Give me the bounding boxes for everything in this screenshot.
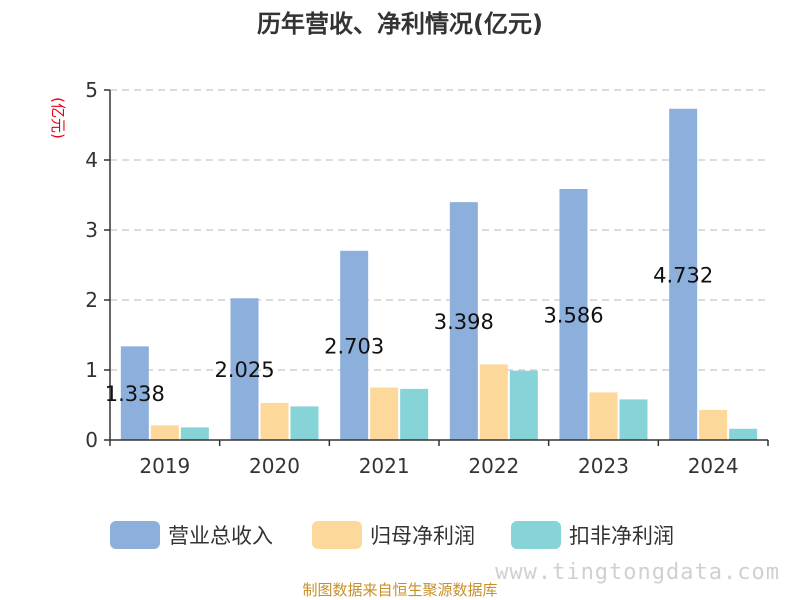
bar-3-2021 (400, 388, 429, 440)
bar-1-2024 (669, 108, 698, 440)
data-label: 4.732 (653, 263, 713, 287)
x-tick-label: 2020 (249, 454, 300, 478)
y-tick-label: 4 (85, 148, 98, 172)
x-axis-ticks: 2019 2020 2021 2022 2023 2024 (139, 454, 738, 478)
bars (120, 108, 758, 440)
bar-1-2020 (230, 298, 259, 440)
x-tick-label: 2022 (468, 454, 519, 478)
y-tick-label: 1 (85, 358, 98, 382)
data-label: 3.398 (434, 310, 494, 334)
bar-2-2023 (589, 392, 618, 440)
y-tick-label: 5 (85, 78, 98, 102)
legend-swatch-2 (312, 521, 362, 549)
bar-2-2019 (150, 425, 179, 440)
y-tick-label: 2 (85, 288, 98, 312)
legend-swatch-1 (110, 521, 160, 549)
legend-label-3: 扣非净利润 (569, 524, 674, 548)
bar-1-2019 (120, 346, 149, 440)
y-axis-unit-label: (亿元) (49, 97, 67, 139)
bar-3-2024 (729, 428, 758, 440)
x-tick-label: 2019 (139, 454, 190, 478)
legend-label-1: 营业总收入 (168, 524, 273, 548)
axes (109, 90, 769, 446)
bar-2-2021 (370, 387, 399, 440)
y-tick-label: 3 (85, 218, 98, 242)
x-tick-label: 2023 (578, 454, 629, 478)
bar-2-2020 (260, 402, 289, 440)
x-tick-label: 2021 (359, 454, 410, 478)
bar-2-2022 (479, 364, 508, 440)
data-labels: 1.338 2.025 2.703 3.398 3.586 4.732 (105, 263, 713, 406)
chart-title: 历年营收、净利情况(亿元) (257, 10, 543, 38)
x-tick-label: 2024 (688, 454, 739, 478)
bar-3-2022 (509, 370, 538, 440)
bar-1-2023 (559, 188, 588, 440)
grid-lines (110, 89, 768, 371)
watermark: www.tingtongdata.com (495, 560, 780, 585)
bar-3-2023 (619, 399, 648, 440)
legend: 营业总收入 归母净利润 扣非净利润 (110, 521, 674, 549)
y-axis-ticks: 0 1 2 3 4 5 (85, 78, 110, 452)
data-label: 3.586 (543, 303, 603, 327)
data-label: 1.338 (105, 382, 165, 406)
data-label: 2.703 (324, 334, 384, 358)
bar-1-2021 (340, 250, 369, 440)
source-note: 制图数据来自恒生聚源数据库 (302, 581, 497, 599)
bar-1-2022 (449, 202, 478, 440)
y-tick-label: 0 (85, 428, 98, 452)
legend-swatch-3 (511, 521, 561, 549)
bar-2-2024 (699, 409, 728, 440)
bar-3-2020 (290, 406, 319, 440)
data-label: 2.025 (214, 358, 274, 382)
bar-3-2019 (180, 427, 209, 440)
legend-label-2: 归母净利润 (370, 524, 475, 548)
